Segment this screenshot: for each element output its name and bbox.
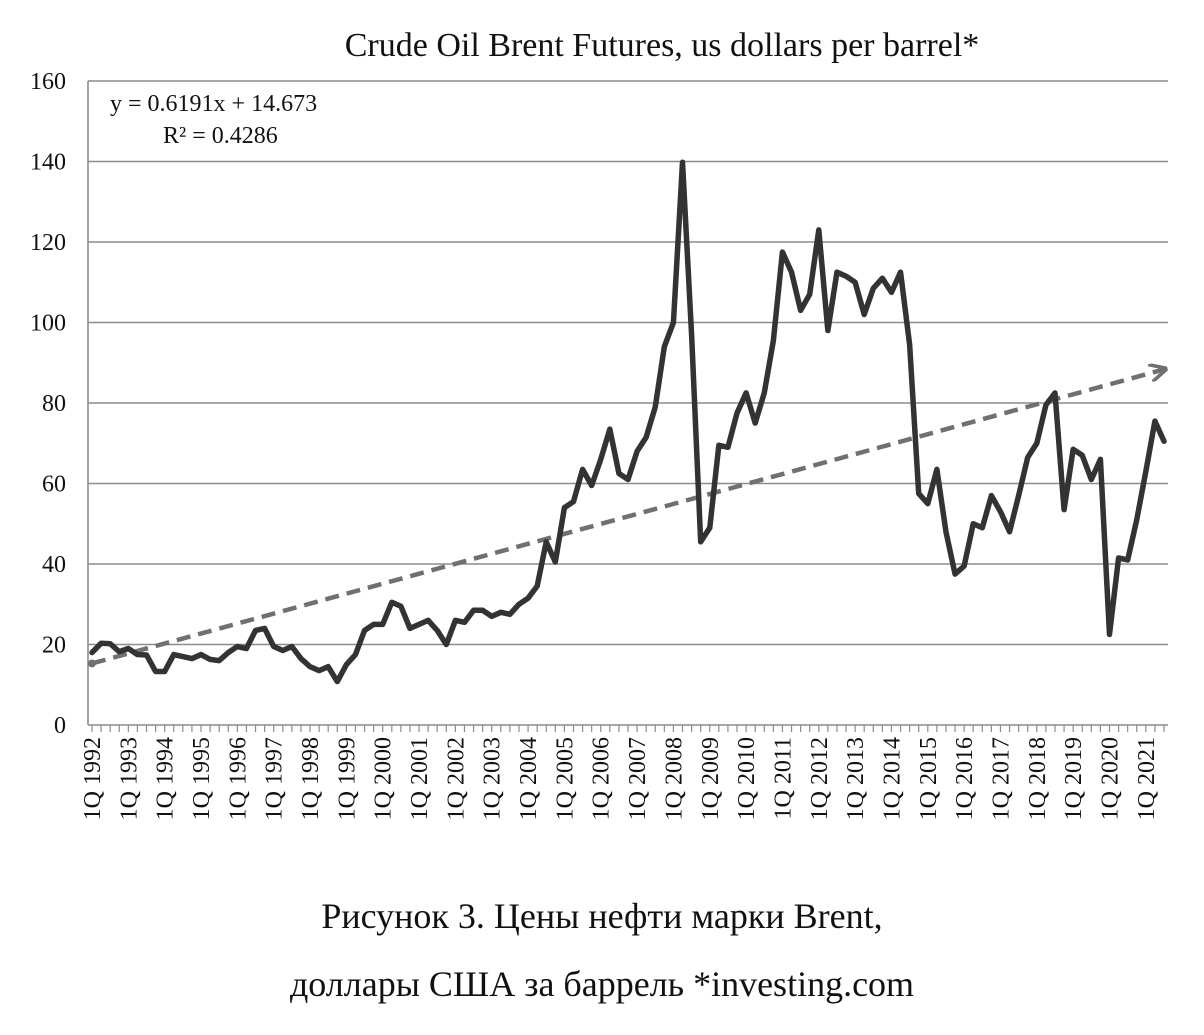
y-tick-label: 40 xyxy=(42,552,66,578)
x-tick-label: 1Q 2019 xyxy=(1061,737,1087,820)
x-tick-label: 1Q 2011 xyxy=(770,737,796,819)
y-tick-label: 60 xyxy=(42,472,66,498)
x-tick-label: 1Q 2020 xyxy=(1097,737,1123,820)
y-tick-label: 80 xyxy=(42,391,66,417)
y-tick-label: 160 xyxy=(30,69,66,95)
y-tick-label: 120 xyxy=(30,230,66,256)
trendline xyxy=(91,369,1164,666)
x-tick-label: 1Q 1994 xyxy=(153,737,179,820)
x-tick-label: 1Q 1997 xyxy=(262,737,288,820)
y-tick-label: 20 xyxy=(42,633,66,659)
x-tick-label: 1Q 2013 xyxy=(843,737,869,820)
x-tick-label: 1Q 2010 xyxy=(734,737,760,820)
x-tick-label: 1Q 1999 xyxy=(334,737,360,820)
x-tick-label: 1Q 2018 xyxy=(1025,737,1051,820)
y-tick-label: 140 xyxy=(30,150,66,176)
chart: Crude Oil Brent Futures, us dollars per … xyxy=(30,27,1204,820)
x-tick-label: 1Q 2017 xyxy=(988,737,1014,820)
trendline-r2-label: R² = 0.4286 xyxy=(163,123,278,149)
x-tick-label: 1Q 1996 xyxy=(225,737,251,820)
x-tick-label: 1Q 2021 xyxy=(1134,737,1160,820)
x-tick-label: 1Q 2007 xyxy=(625,737,651,820)
series-line-brent xyxy=(89,159,1167,685)
x-tick-label: 1Q 2006 xyxy=(589,737,615,820)
trendline-equation-label: y = 0.6191x + 14.673 xyxy=(110,91,317,117)
figure-caption-line-1: Рисунок 3. Цены нефти марки Brent, xyxy=(321,896,883,936)
x-tick-label: 1Q 2000 xyxy=(371,737,397,820)
x-tick-label: 1Q 1993 xyxy=(116,737,142,820)
x-tick-label: 1Q 2015 xyxy=(916,737,942,820)
x-tick-label: 1Q 2003 xyxy=(480,737,506,820)
x-tick-label: 1Q 1998 xyxy=(298,737,324,820)
x-tick-label: 1Q 1992 xyxy=(80,737,106,820)
x-tick-label: 1Q 2009 xyxy=(698,737,724,820)
x-tick-label: 1Q 2014 xyxy=(879,737,905,820)
x-tick-label: 1Q 2005 xyxy=(552,737,578,820)
x-tick-label: 1Q 2012 xyxy=(807,737,833,820)
chart-title: Crude Oil Brent Futures, us dollars per … xyxy=(345,27,980,64)
x-tick-label: 1Q 2001 xyxy=(407,737,433,820)
trendline-start-marker xyxy=(88,659,96,668)
figure-caption-line-2: доллары США за баррель *investing.com xyxy=(289,964,915,1004)
x-tick-label: 1Q 2016 xyxy=(952,737,978,820)
y-tick-label: 0 xyxy=(54,713,66,739)
x-tick-label: 1Q 2002 xyxy=(443,737,469,820)
x-tick-label: 1Q 1995 xyxy=(189,737,215,820)
gridlines xyxy=(88,80,1168,646)
chart-svg: Crude Oil Brent Futures, us dollars per … xyxy=(30,27,1204,820)
y-tick-label: 100 xyxy=(30,311,66,337)
x-tick-label: 1Q 2008 xyxy=(661,737,687,820)
x-tick-label: 1Q 2004 xyxy=(516,737,542,820)
